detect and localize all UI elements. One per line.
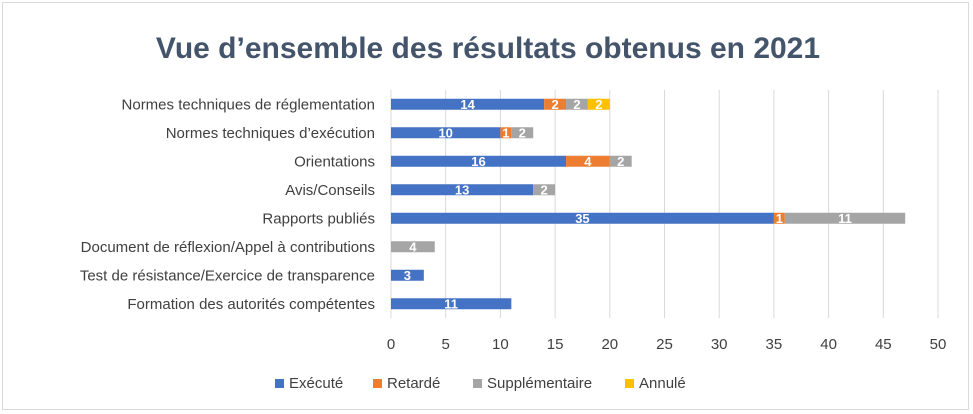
bar-segment — [587, 98, 610, 110]
data-label: 14 — [460, 97, 475, 112]
category-label: Formation des autorités compétentes — [127, 296, 375, 313]
data-label: 1 — [502, 125, 509, 140]
data-label: 2 — [617, 154, 624, 169]
data-label: 2 — [595, 97, 602, 112]
x-tick-label: 50 — [930, 336, 947, 353]
chart-frame: Vue d’ensemble des résultats obtenus en … — [2, 2, 969, 410]
bar-segment — [391, 241, 435, 253]
category-labels: Normes techniques de réglementation Norme… — [80, 96, 375, 313]
bar-segment — [533, 184, 556, 196]
x-tick-label: 45 — [875, 336, 892, 353]
data-label: 4 — [584, 154, 592, 169]
category-label: Test de résistance/Exercice de transpare… — [80, 267, 375, 284]
legend-swatch — [373, 379, 382, 388]
x-tick-label: 30 — [711, 336, 728, 353]
data-label: 13 — [455, 182, 469, 197]
data-label: 11 — [444, 296, 458, 311]
bar-segment — [500, 127, 512, 139]
bar-segment — [773, 212, 785, 224]
x-tick-labels: 0 5 10 15 20 25 30 35 40 45 50 — [387, 336, 947, 353]
bar-segment — [511, 127, 534, 139]
bar-segment — [609, 155, 632, 167]
bar-segment — [391, 98, 545, 110]
bar-segment — [391, 298, 512, 310]
category-label: Orientations — [294, 153, 375, 170]
data-label: 3 — [404, 268, 411, 283]
data-label: 11 — [838, 211, 852, 226]
bar-segment — [391, 212, 774, 224]
data-label: 2 — [573, 97, 580, 112]
data-label: 2 — [541, 182, 548, 197]
legend-label: Annulé — [639, 375, 686, 392]
bar-segment — [391, 155, 567, 167]
category-label: Avis/Conseils — [285, 182, 375, 199]
legend-swatch — [473, 379, 482, 388]
data-label: 10 — [438, 125, 452, 140]
x-tick-label: 15 — [547, 336, 564, 353]
legend-swatch — [275, 379, 284, 388]
legend-swatch — [625, 379, 634, 388]
bar-segment — [544, 98, 567, 110]
x-tick-label: 10 — [492, 336, 509, 353]
bar-segment — [391, 269, 424, 281]
chart-title: Vue d’ensemble des résultats obtenus en … — [156, 32, 820, 65]
legend-label: Supplémentaire — [487, 375, 592, 392]
bar-segment — [784, 212, 906, 224]
x-tick-label: 0 — [387, 336, 395, 353]
data-label: 4 — [409, 239, 417, 254]
legend-label: Retardé — [387, 375, 440, 392]
category-label: Normes techniques de réglementation — [122, 96, 375, 113]
data-label: 2 — [551, 97, 558, 112]
x-tick-label: 40 — [820, 336, 837, 353]
category-label: Normes techniques d’exécution — [166, 125, 375, 142]
bar-segment — [391, 127, 501, 139]
bar-segment — [391, 184, 534, 196]
data-label: 1 — [776, 211, 783, 226]
chart-svg: Vue d’ensemble des résultats obtenus en … — [80, 32, 947, 392]
x-tick-label: 35 — [766, 336, 783, 353]
data-label: 16 — [471, 154, 485, 169]
bars — [391, 98, 906, 310]
x-tick-label: 20 — [601, 336, 618, 353]
bar-segment — [566, 155, 610, 167]
x-tick-label: 25 — [656, 336, 673, 353]
legend-label: Exécuté — [289, 375, 343, 392]
x-tick-label: 5 — [442, 336, 450, 353]
gridlines — [390, 90, 939, 318]
bar-segment — [566, 98, 588, 110]
legend: Exécuté Retardé Supplémentaire Annulé — [275, 375, 686, 392]
data-label: 35 — [575, 211, 589, 226]
category-label: Document de réflexion/Appel à contributi… — [81, 239, 375, 256]
data-label: 2 — [519, 125, 526, 140]
category-label: Rapports publiés — [262, 210, 375, 227]
